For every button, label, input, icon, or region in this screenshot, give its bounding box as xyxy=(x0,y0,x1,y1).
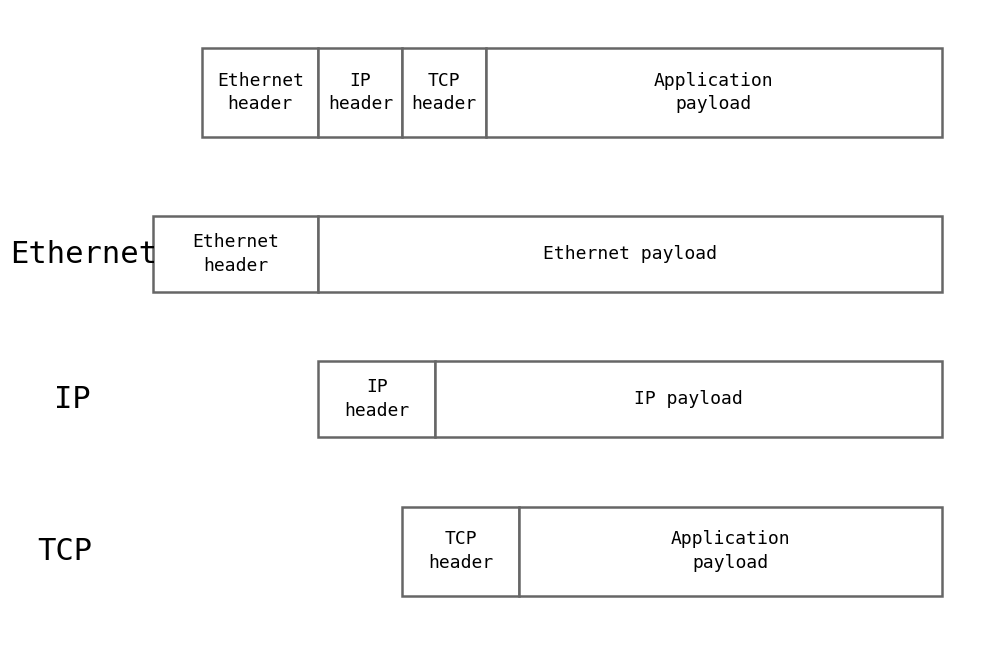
Text: Application
payload: Application payload xyxy=(670,530,790,572)
Text: IP: IP xyxy=(54,385,91,414)
Text: IP payload: IP payload xyxy=(634,390,742,409)
Bar xyxy=(486,48,942,137)
Text: IP
header: IP header xyxy=(344,378,409,420)
Text: Ethernet: Ethernet xyxy=(10,240,157,269)
Text: Ethernet payload: Ethernet payload xyxy=(543,245,717,263)
Text: TCP
header: TCP header xyxy=(428,530,493,572)
Text: Ethernet
header: Ethernet header xyxy=(217,71,304,114)
Bar xyxy=(153,216,318,292)
Text: TCP
header: TCP header xyxy=(411,71,477,114)
Bar xyxy=(318,361,435,437)
Bar xyxy=(402,507,519,595)
Bar xyxy=(318,48,402,137)
Text: Application
payload: Application payload xyxy=(654,71,774,114)
Text: IP
header: IP header xyxy=(327,71,393,114)
Bar xyxy=(435,361,942,437)
Bar xyxy=(318,216,942,292)
Bar xyxy=(519,507,942,595)
Text: TCP: TCP xyxy=(37,537,93,566)
Text: Ethernet
header: Ethernet header xyxy=(192,233,279,275)
Bar xyxy=(202,48,318,137)
Bar xyxy=(402,48,486,137)
